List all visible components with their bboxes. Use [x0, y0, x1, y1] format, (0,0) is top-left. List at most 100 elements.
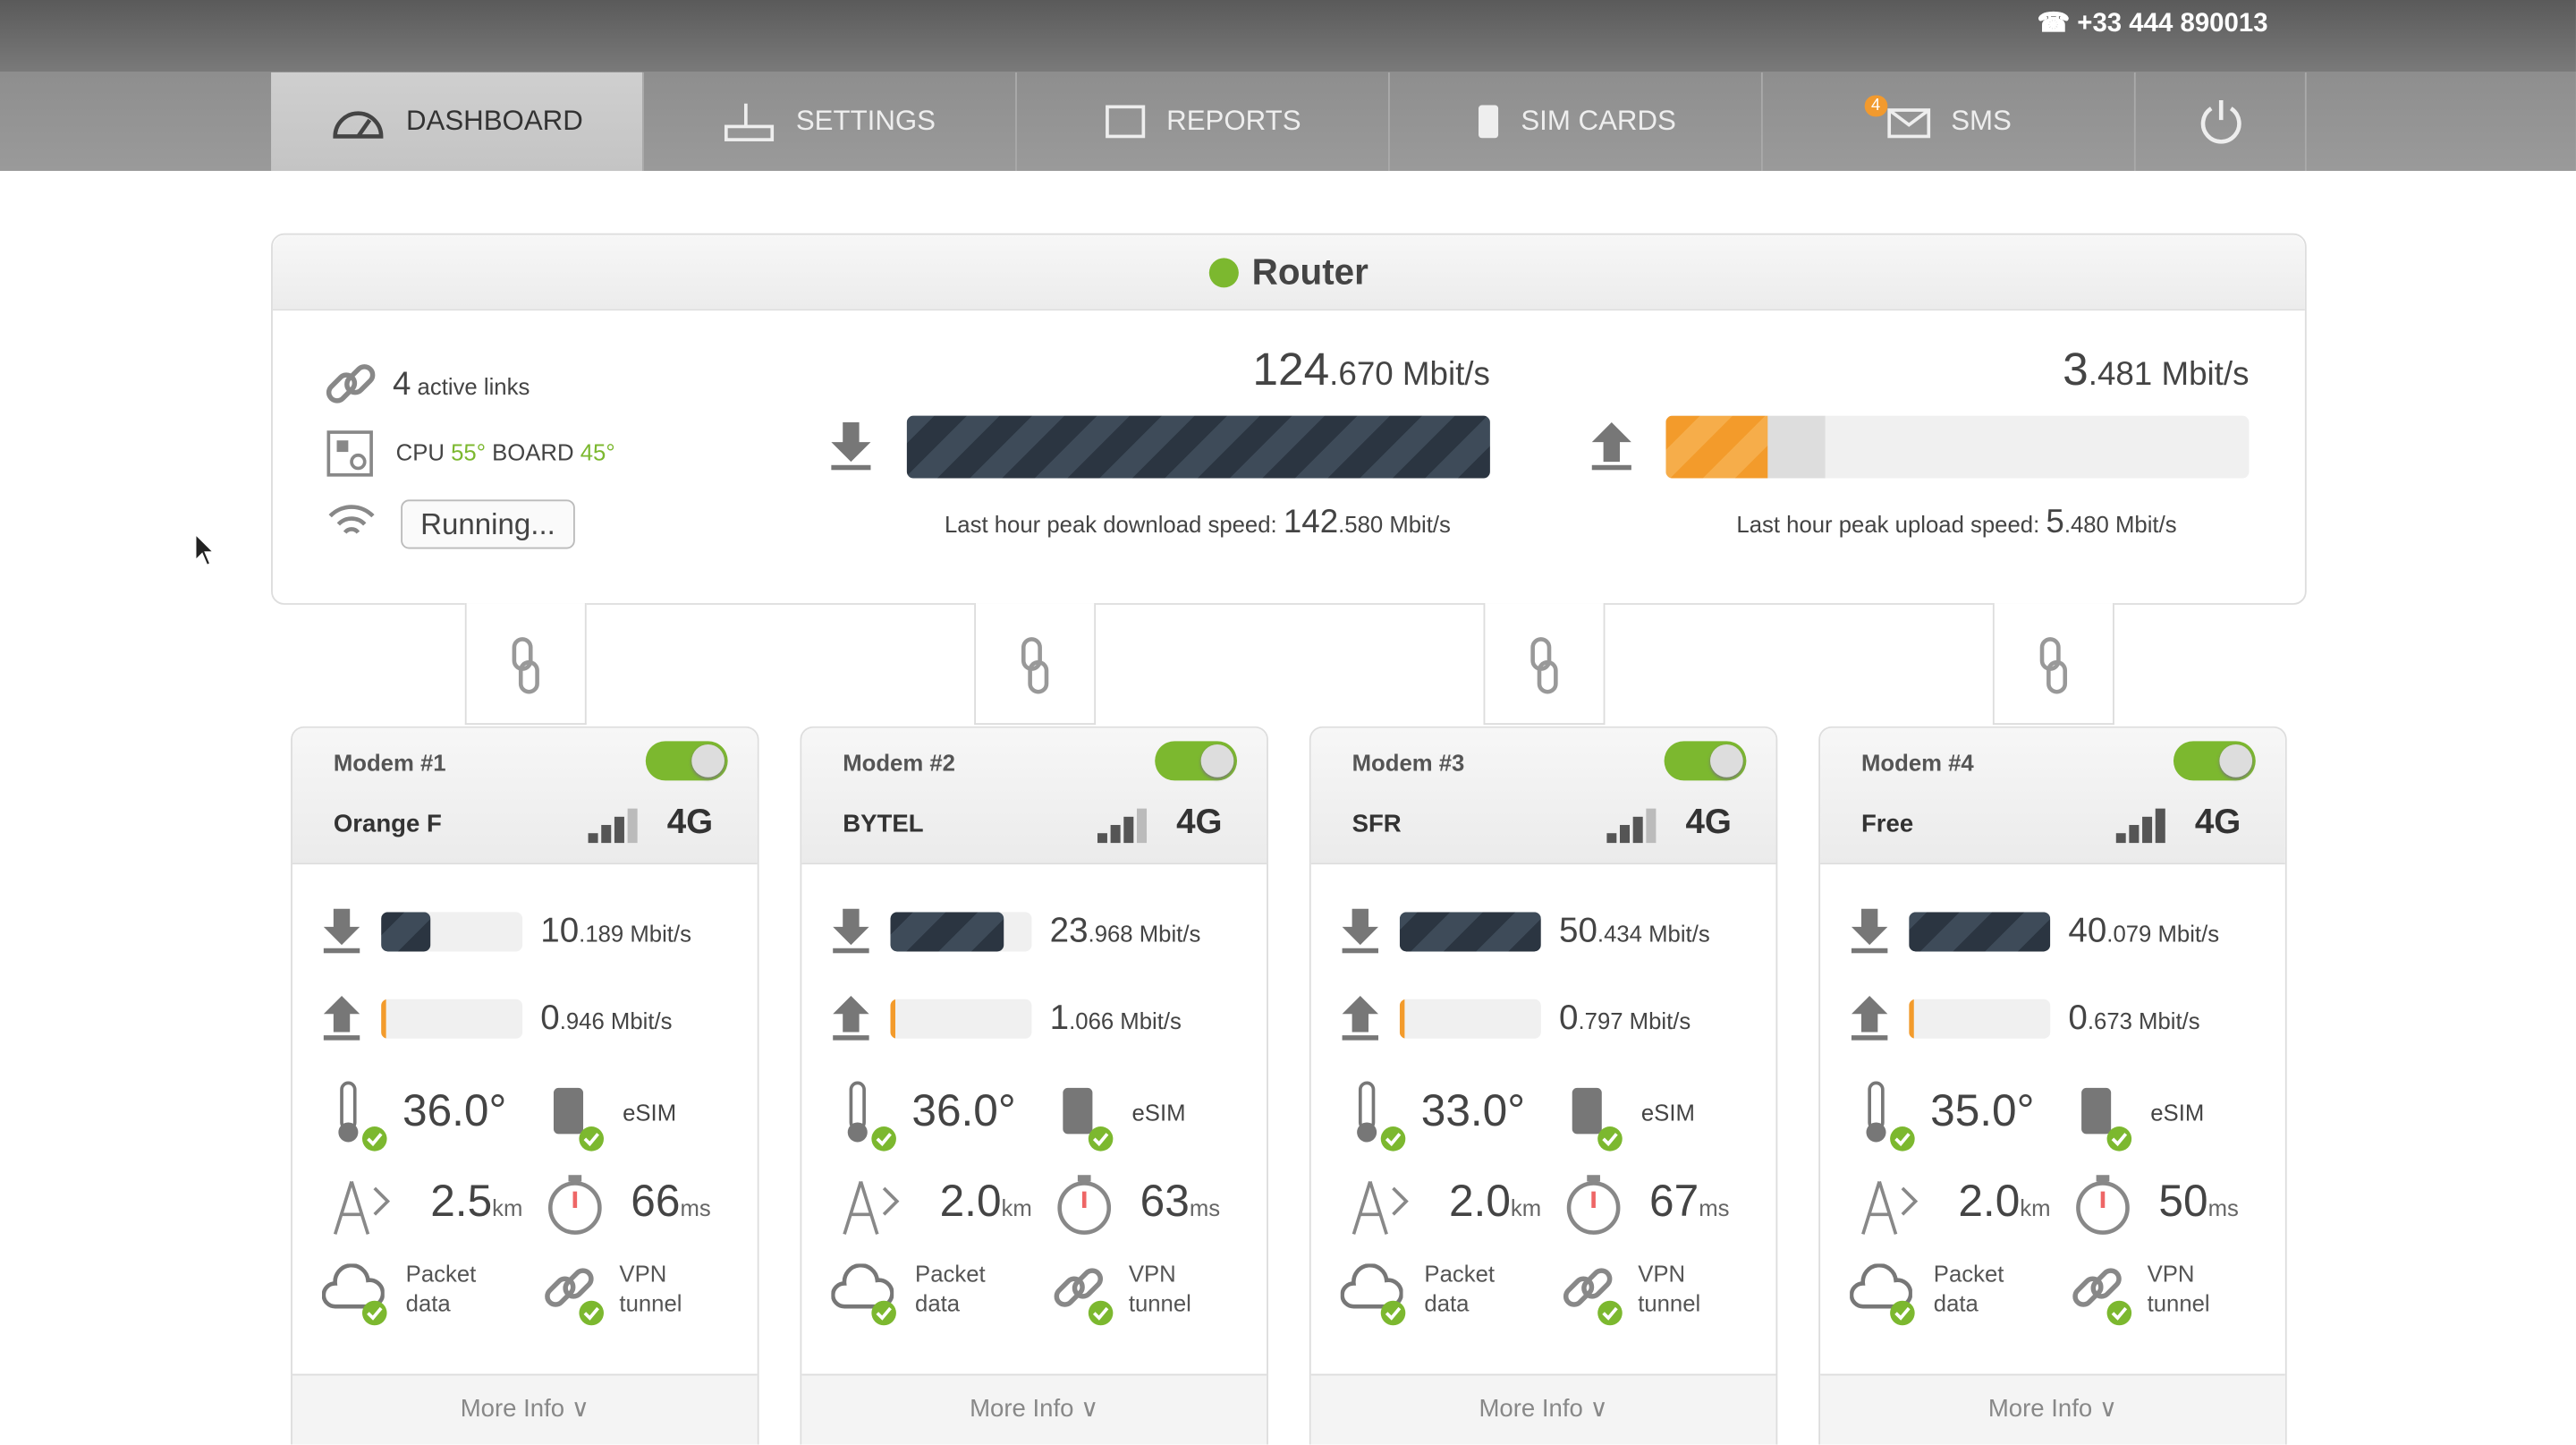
part: Packet data: [1424, 1259, 1522, 1318]
upload-bar: [1665, 415, 2250, 479]
part: [1123, 816, 1134, 844]
part: [323, 948, 360, 954]
part: 4G: [667, 803, 713, 843]
part: [601, 825, 612, 844]
part: [1572, 1087, 1602, 1135]
part: [2155, 808, 2165, 844]
peak-int: 5: [2046, 504, 2064, 541]
speed-dec: .481: [2088, 356, 2153, 393]
chain-icon: [1530, 637, 1558, 694]
part: 40.079 Mbit/s: [2068, 912, 2219, 951]
latency: 63: [1140, 1177, 1190, 1227]
modem-name: Modem #2: [843, 749, 955, 776]
more-info[interactable]: More Info ∨: [292, 1373, 758, 1445]
speed-dec: .968 Mbit/s: [1088, 920, 1201, 947]
part: Free: [1861, 810, 1913, 837]
part: [627, 808, 638, 844]
tab-label: SETTINGS: [795, 105, 936, 137]
part: eSIM: [1641, 1100, 1695, 1126]
part: [2199, 106, 2241, 144]
distance: 2.0: [939, 1177, 1002, 1227]
part: [2090, 1268, 2122, 1299]
download-icon: [1851, 908, 1888, 954]
part: 1.066 Mbit/s: [1050, 999, 1182, 1039]
part: [1602, 1133, 1618, 1147]
part: [1887, 108, 1929, 127]
download-speed: 124.670 Mbit/s: [907, 344, 1490, 396]
download-icon: [833, 908, 869, 954]
part: [1646, 808, 1657, 844]
tab-settings[interactable]: SETTINGS: [644, 72, 1017, 172]
part: 0.673 Mbit/s: [2068, 999, 2199, 1039]
tab-simcards[interactable]: SIM CARDS: [1390, 72, 1763, 172]
signal-icon: [2115, 808, 2165, 844]
part: [344, 364, 376, 395]
part: [338, 1122, 359, 1143]
upload-icon: [1591, 422, 1631, 471]
timer-icon: [1566, 1175, 1621, 1235]
tower-icon: [1352, 1181, 1409, 1235]
part: Packet data: [1934, 1259, 2032, 1318]
upload-icon: [833, 996, 869, 1041]
part: [1110, 825, 1121, 844]
part: [1597, 1126, 1623, 1152]
part: [1851, 1035, 1888, 1041]
part: 36.0°: [402, 1086, 506, 1137]
modem-toggle[interactable]: [1155, 741, 1238, 781]
speed-int: 10: [540, 912, 580, 950]
phone-number: +33 444 890013: [2077, 10, 2268, 38]
part: 36.0°: [911, 1086, 1015, 1137]
latency: 50: [2158, 1177, 2208, 1227]
carrier: Orange F: [333, 810, 442, 838]
part: [1380, 1300, 1406, 1326]
speed-dec: .066 Mbit/s: [1069, 1007, 1182, 1034]
modem-toggle[interactable]: [645, 741, 728, 781]
part: 4G: [1685, 803, 1731, 843]
modem-toggle[interactable]: [2173, 741, 2256, 781]
tab-reports[interactable]: REPORTS: [1017, 72, 1390, 172]
modem-card: Modem #1 Orange F 4G 10.189 Mbit/s 0.946…: [291, 726, 759, 1445]
vpn-icon: [1563, 1268, 1613, 1307]
cpu-temp: 55°: [451, 438, 486, 465]
sim-type: eSIM: [2150, 1099, 2205, 1126]
timer-icon: [1057, 1175, 1112, 1235]
part: [1886, 108, 1930, 139]
part: [553, 1087, 584, 1135]
more-info[interactable]: More Info ∨: [1310, 1373, 1776, 1445]
part: [583, 1133, 599, 1147]
sms-badge: 4: [1864, 95, 1887, 117]
latency-unit: ms: [1189, 1194, 1221, 1221]
temps: CPU 55° BOARD 45°: [396, 438, 615, 464]
part: eSIM: [2150, 1100, 2204, 1126]
vpn-tunnel: VPN tunnel: [1638, 1260, 1701, 1317]
part: [831, 464, 871, 471]
more-info[interactable]: More Info ∨: [1820, 1373, 2285, 1445]
part: [1851, 996, 1888, 1033]
download-fill: [381, 912, 431, 952]
board-icon: [326, 430, 373, 477]
speed-int: 50: [1559, 912, 1597, 950]
vpn-tunnel: VPN tunnel: [619, 1260, 682, 1317]
packet-data: Packet data: [1933, 1260, 2004, 1317]
part: [1021, 637, 1049, 694]
power-button[interactable]: [2136, 72, 2307, 172]
latency-unit: ms: [1699, 1194, 1730, 1221]
part: [547, 1181, 602, 1235]
part: [1106, 105, 1146, 139]
part: 67ms: [1649, 1177, 1729, 1228]
more-info[interactable]: More Info ∨: [801, 1373, 1267, 1445]
link-icon: [326, 364, 376, 404]
sim-icon: [553, 1087, 584, 1135]
mouse-cursor: [194, 532, 216, 567]
thermometer-icon: [847, 1081, 868, 1143]
part: SFR: [1352, 810, 1402, 837]
reports-icon: [1106, 105, 1146, 139]
tab-label: DASHBOARD: [405, 105, 583, 137]
part: [563, 1268, 594, 1299]
status-button[interactable]: Running...: [401, 499, 575, 549]
modem-toggle[interactable]: [1664, 741, 1747, 781]
tab-dashboard[interactable]: DASHBOARD: [271, 72, 644, 172]
part: [876, 1306, 892, 1321]
tab-sms[interactable]: 4 SMS: [1763, 72, 2136, 172]
part: 0.946 Mbit/s: [540, 999, 672, 1039]
